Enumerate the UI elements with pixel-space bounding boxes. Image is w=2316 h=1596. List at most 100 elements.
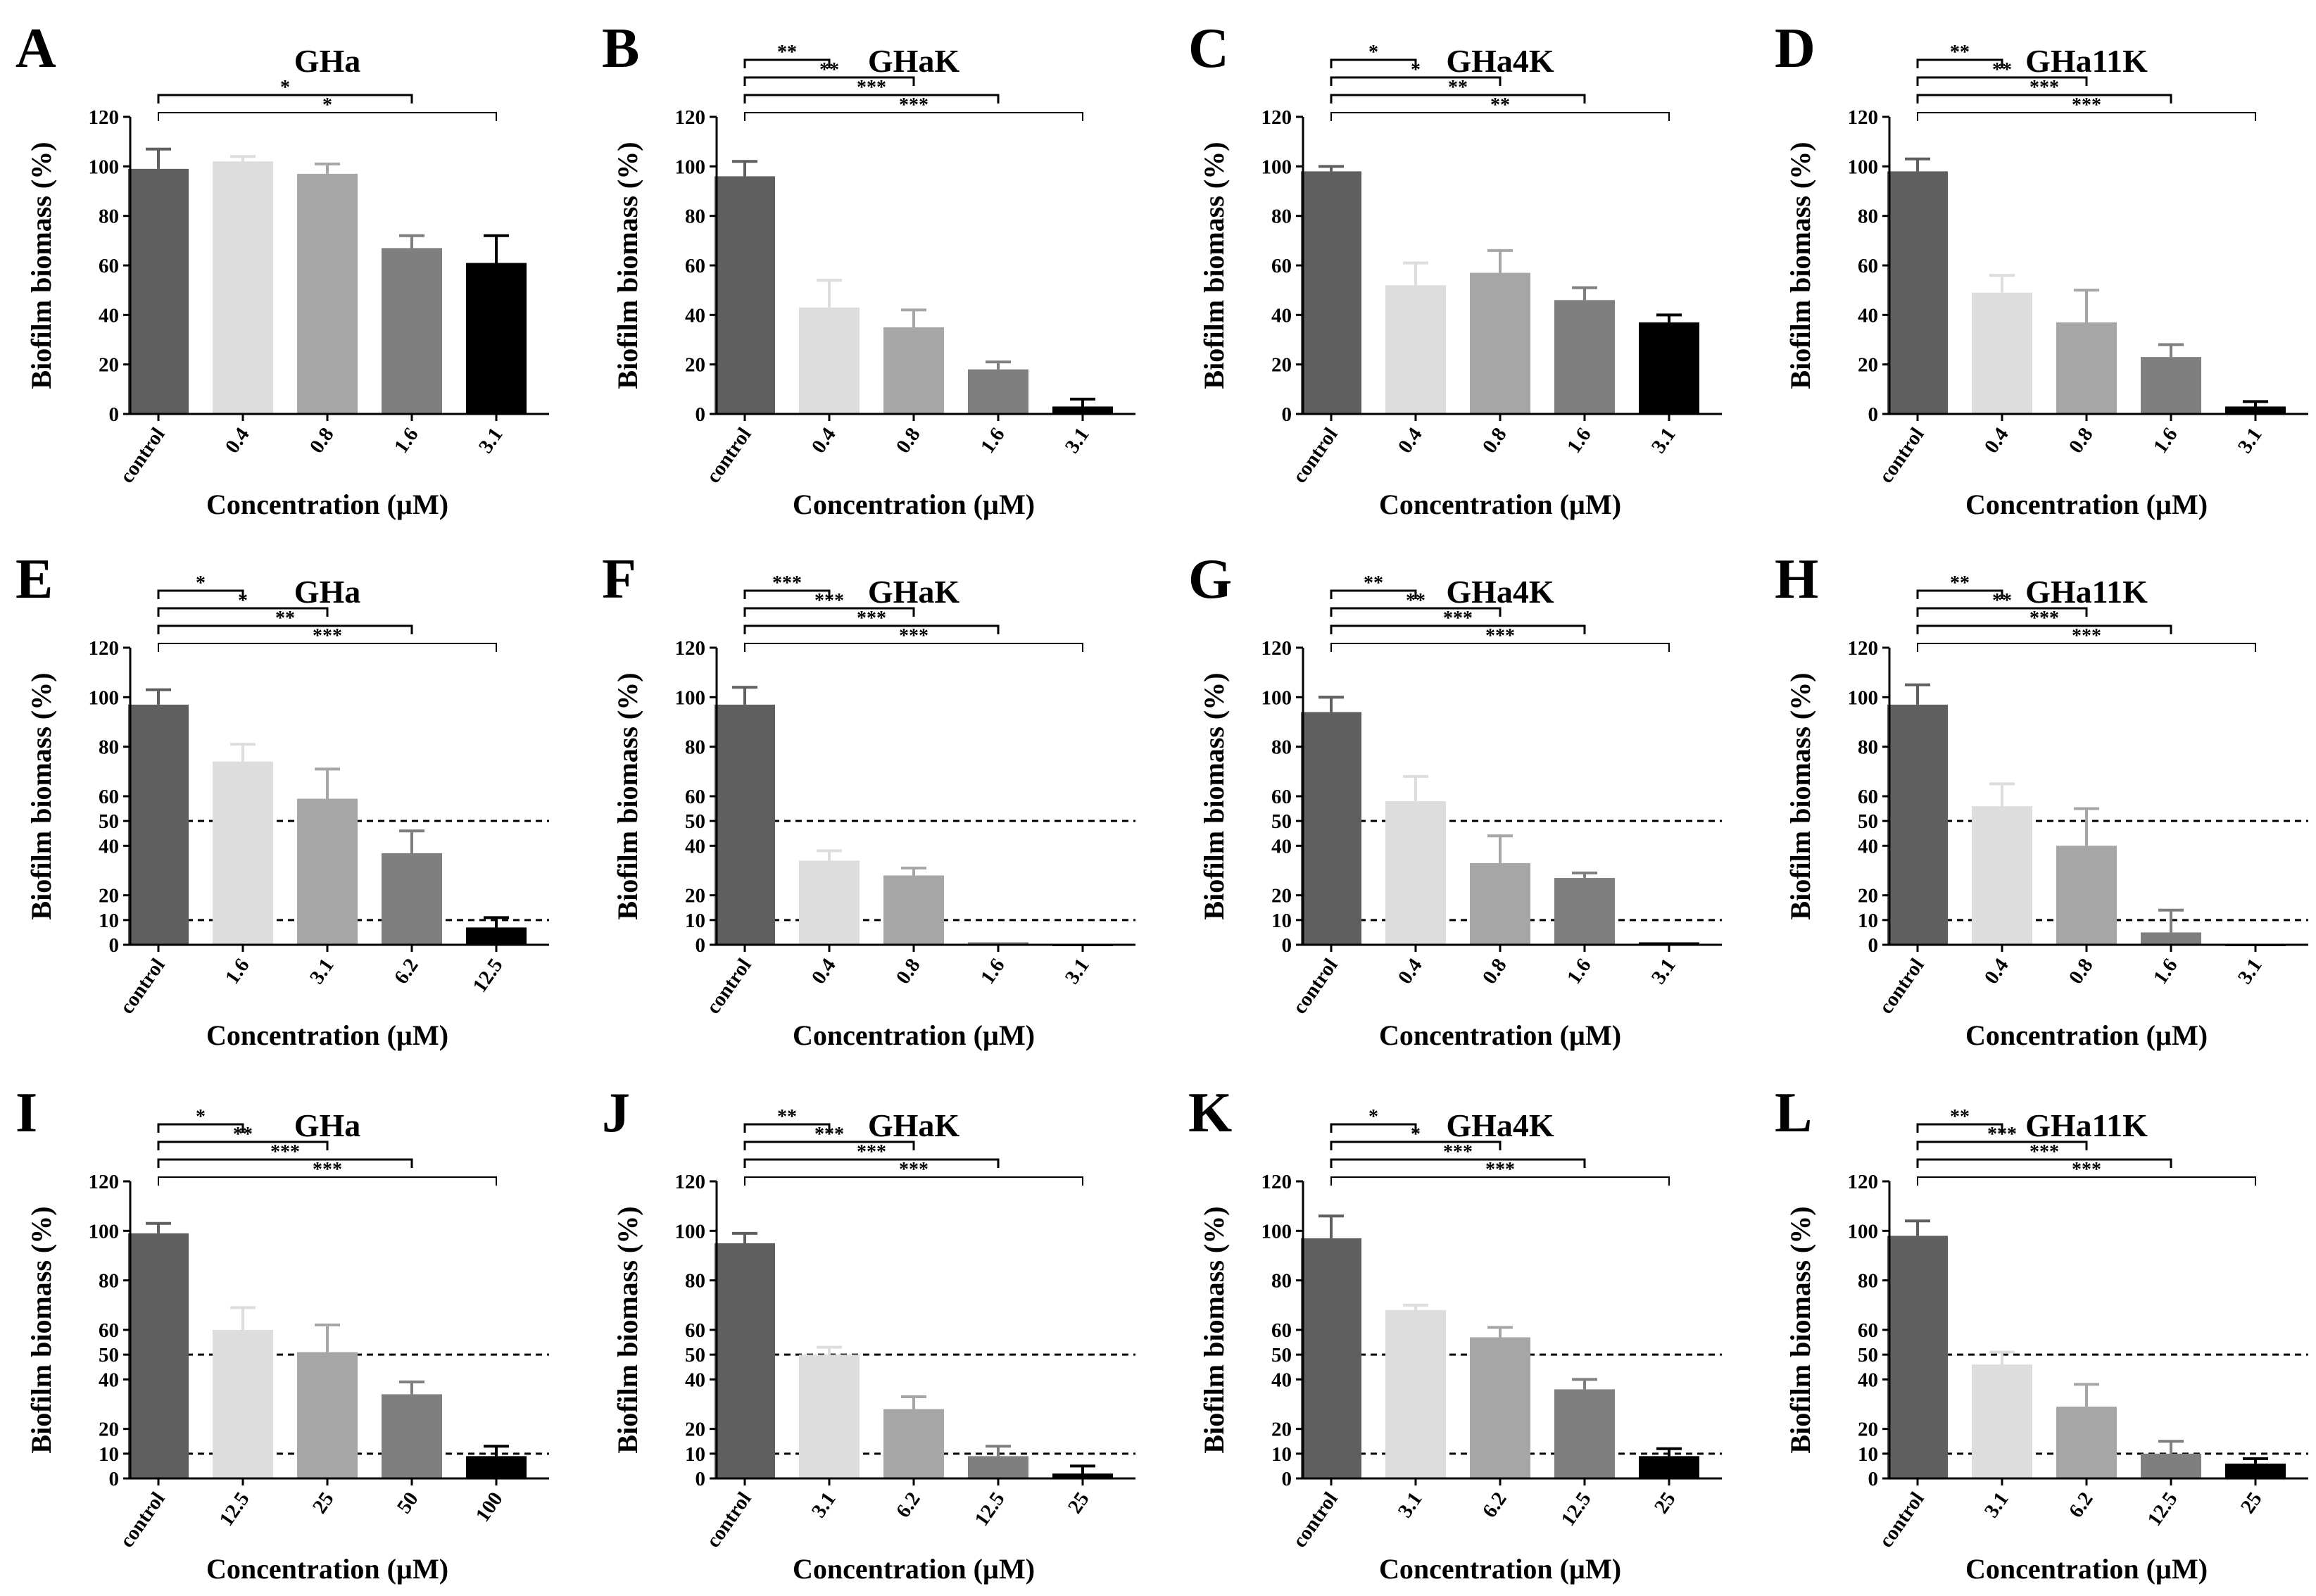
y-tick-label: 20 — [99, 885, 119, 907]
y-tick-label: 0 — [1282, 1468, 1292, 1490]
significance-bracket — [1330, 607, 1502, 617]
bar — [1639, 1456, 1699, 1478]
y-tick-label: 50 — [1271, 810, 1292, 833]
significance-label: * — [280, 77, 290, 99]
y-tick-label: 50 — [1858, 810, 1878, 833]
x-tick-label: 1.6 — [390, 424, 423, 458]
bar — [1301, 1238, 1361, 1478]
y-tick-label: 100 — [1261, 1220, 1292, 1243]
y-tick-label: 80 — [685, 1270, 705, 1293]
x-axis-label: Concentration (µM) — [1379, 1019, 1621, 1051]
x-tick-label: 1.6 — [976, 424, 1009, 458]
y-tick-label: 40 — [685, 304, 705, 327]
significance-bracket — [157, 94, 413, 103]
x-axis-label: Concentration (µM) — [793, 1019, 1035, 1051]
bar — [2056, 846, 2117, 945]
y-tick-label: 80 — [99, 1270, 119, 1293]
panel-letter: K — [1188, 1082, 1232, 1144]
y-tick-label: 10 — [1271, 910, 1292, 932]
bar — [213, 161, 273, 415]
x-axis-label: Concentration (µM) — [206, 1019, 448, 1051]
significance-label: ** — [1448, 77, 1468, 99]
x-tick-label: 0.8 — [1478, 424, 1511, 458]
significance-label: *** — [1443, 1141, 1473, 1163]
y-tick-label: 60 — [99, 255, 119, 277]
significance-label: *** — [313, 625, 342, 647]
panel-K: K GHa4K Biofilm biomass (%) Concentration (… — [1188, 1082, 1722, 1585]
significance-bracket — [1916, 1158, 2172, 1168]
x-tick-label: 0.8 — [2065, 424, 2098, 458]
significance-label: *** — [313, 1159, 342, 1181]
significance-label: *** — [2029, 1141, 2059, 1163]
significance-bracket — [1330, 1141, 1502, 1150]
bar — [128, 704, 189, 945]
y-tick-label: 10 — [99, 1443, 119, 1466]
x-tick-label: 0.8 — [892, 955, 925, 988]
y-tick-label: 60 — [1271, 1319, 1292, 1342]
significance-label: *** — [2072, 94, 2101, 116]
y-tick-label: 10 — [1271, 1443, 1292, 1466]
significance-bracket — [1916, 624, 2172, 634]
significance-bracket — [1330, 1123, 1417, 1133]
y-tick-label: 10 — [685, 910, 705, 932]
significance-bracket — [743, 607, 915, 617]
significance-bracket — [1916, 58, 2003, 68]
x-tick-label: 3.1 — [1980, 1488, 2013, 1522]
bar — [1554, 300, 1615, 414]
significance-label: ** — [1406, 590, 1426, 612]
y-tick-label: 80 — [1271, 206, 1292, 228]
significance-bracket — [158, 1176, 497, 1186]
bar — [1887, 171, 1948, 414]
y-tick-label: 0 — [1868, 403, 1879, 426]
y-tick-label: 80 — [1271, 736, 1292, 759]
panel-title: GHa11K — [2025, 1107, 2148, 1143]
y-axis-label: Biofilm biomass (%) — [25, 142, 57, 389]
x-tick-label: control — [702, 424, 756, 487]
y-tick-label: 10 — [1858, 1443, 1878, 1466]
y-tick-label: 50 — [99, 810, 119, 833]
bar — [1470, 272, 1530, 414]
bar — [883, 327, 944, 414]
x-tick-label: 1.6 — [2149, 424, 2182, 458]
x-tick-label: 1.6 — [221, 955, 254, 988]
y-tick-label: 100 — [1848, 686, 1879, 709]
significance-bracket — [157, 1141, 329, 1150]
significance-bracket — [1917, 112, 2256, 121]
y-tick-label: 80 — [99, 206, 119, 228]
y-axis-label: Biofilm biomass (%) — [1198, 1206, 1230, 1453]
y-tick-label: 120 — [675, 1171, 706, 1193]
bar — [466, 1456, 527, 1478]
x-tick-label: 12.5 — [970, 1488, 1009, 1531]
significance-label: *** — [2029, 608, 2059, 629]
x-axis-label: Concentration (µM) — [1965, 489, 2208, 520]
significance-bracket — [1330, 589, 1417, 599]
y-tick-label: 60 — [1858, 255, 1878, 277]
y-tick-label: 60 — [1858, 786, 1878, 808]
y-tick-label: 60 — [1858, 1319, 1878, 1342]
y-tick-label: 80 — [685, 736, 705, 759]
significance-bracket — [1916, 1141, 2088, 1150]
y-tick-label: 80 — [99, 736, 119, 759]
y-tick-label: 0 — [1282, 934, 1292, 957]
x-tick-label: 3.1 — [1061, 955, 1094, 988]
y-tick-label: 0 — [696, 1468, 706, 1490]
y-tick-label: 40 — [1271, 304, 1292, 327]
significance-bracket — [744, 112, 1083, 121]
y-tick-label: 120 — [675, 637, 706, 660]
x-tick-label: 12.5 — [468, 955, 507, 997]
significance-label: *** — [772, 572, 802, 594]
panel-letter: A — [15, 18, 56, 80]
bar — [883, 1409, 944, 1478]
bar — [2141, 932, 2201, 945]
bar — [213, 761, 273, 945]
x-tick-label: control — [115, 1488, 170, 1552]
y-tick-label: 60 — [1271, 255, 1292, 277]
y-tick-label: 50 — [1858, 1344, 1878, 1366]
x-axis-label: Concentration (µM) — [793, 1553, 1035, 1585]
bar — [1301, 171, 1361, 414]
x-tick-label: 0.4 — [807, 424, 841, 458]
panel-G: G GHa4K Biofilm biomass (%) Concentration (… — [1188, 548, 1722, 1051]
panel-title: GHa4K — [1446, 574, 1554, 610]
x-tick-label: 0.8 — [306, 424, 339, 458]
